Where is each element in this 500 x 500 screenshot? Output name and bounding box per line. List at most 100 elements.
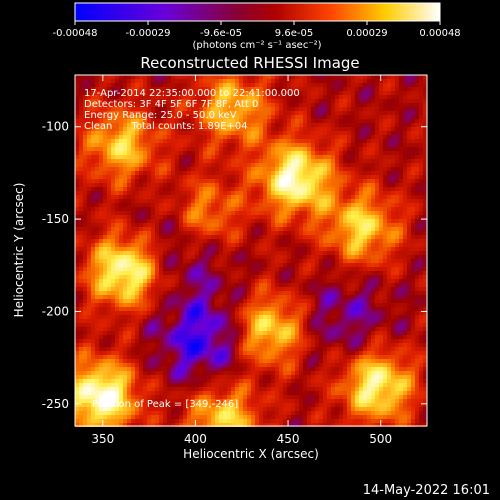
- heatmap-cell: [255, 235, 259, 239]
- heatmap-cell: [295, 259, 299, 263]
- heatmap-cell: [303, 251, 307, 255]
- heatmap-cell: [263, 215, 267, 219]
- heatmap-cell: [203, 239, 207, 243]
- heatmap-cell: [327, 283, 331, 287]
- heatmap-cell: [367, 187, 371, 191]
- heatmap-cell: [347, 243, 351, 247]
- heatmap-cell: [347, 235, 351, 239]
- heatmap-cell: [135, 115, 139, 119]
- heatmap-cell: [83, 235, 87, 239]
- heatmap-cell: [119, 163, 123, 167]
- heatmap-cell: [143, 255, 147, 259]
- heatmap-cell: [79, 111, 83, 115]
- heatmap-cell: [199, 251, 203, 255]
- heatmap-cell: [135, 99, 139, 103]
- heatmap-cell: [135, 187, 139, 191]
- heatmap-cell: [135, 231, 139, 235]
- heatmap-cell: [231, 287, 235, 291]
- heatmap-cell: [267, 95, 271, 99]
- heatmap-cell: [307, 223, 311, 227]
- heatmap-cell: [263, 191, 267, 195]
- heatmap-cell: [175, 207, 179, 211]
- heatmap-cell: [163, 195, 167, 199]
- heatmap-cell: [383, 255, 387, 259]
- heatmap-cell: [263, 107, 267, 111]
- heatmap-cell: [203, 235, 207, 239]
- heatmap-cell: [419, 127, 423, 131]
- heatmap-cell: [355, 95, 359, 99]
- heatmap-cell: [227, 175, 231, 179]
- heatmap-cell: [387, 195, 391, 199]
- heatmap-cell: [103, 163, 107, 167]
- heatmap-cell: [347, 139, 351, 143]
- heatmap-cell: [331, 247, 335, 251]
- heatmap-cell: [147, 291, 151, 295]
- heatmap-cell: [291, 235, 295, 239]
- heatmap-cell: [419, 99, 423, 103]
- heatmap-cell: [299, 179, 303, 183]
- heatmap-cell: [107, 107, 111, 111]
- heatmap-cell: [151, 159, 155, 163]
- heatmap-cell: [87, 163, 91, 167]
- heatmap-cell: [235, 187, 239, 191]
- heatmap-cell: [123, 243, 127, 247]
- heatmap-cell: [215, 267, 219, 271]
- heatmap-cell: [91, 187, 95, 191]
- heatmap-cell: [119, 215, 123, 219]
- heatmap-cell: [355, 107, 359, 111]
- heatmap-cell: [319, 119, 323, 123]
- heatmap-cell: [283, 131, 287, 135]
- heatmap-cell: [103, 255, 107, 259]
- heatmap-cell: [111, 119, 115, 123]
- heatmap-cell: [399, 107, 403, 111]
- heatmap-cell: [167, 167, 171, 171]
- heatmap-cell: [119, 123, 123, 127]
- heatmap-cell: [95, 131, 99, 135]
- heatmap-cell: [303, 267, 307, 271]
- heatmap-cell: [123, 279, 127, 283]
- heatmap-cell: [155, 295, 159, 299]
- heatmap-cell: [255, 199, 259, 203]
- heatmap-cell: [279, 111, 283, 115]
- heatmap-cell: [243, 271, 247, 275]
- heatmap-cell: [235, 183, 239, 187]
- heatmap-cell: [387, 147, 391, 151]
- heatmap-cell: [271, 211, 275, 215]
- heatmap-cell: [247, 103, 251, 107]
- heatmap-cell: [375, 79, 379, 83]
- heatmap-cell: [395, 263, 399, 267]
- heatmap-cell: [415, 283, 419, 287]
- heatmap-cell: [419, 283, 423, 287]
- heatmap-cell: [399, 243, 403, 247]
- heatmap-cell: [115, 227, 119, 231]
- heatmap-cell: [255, 291, 259, 295]
- heatmap-cell: [271, 111, 275, 115]
- heatmap-cell: [339, 195, 343, 199]
- heatmap-cell: [123, 231, 127, 235]
- heatmap-cell: [95, 199, 99, 203]
- heatmap-cell: [403, 75, 407, 79]
- heatmap-cell: [275, 283, 279, 287]
- heatmap-cell: [151, 155, 155, 159]
- heatmap-cell: [399, 171, 403, 175]
- heatmap-cell: [183, 295, 187, 299]
- heatmap-cell: [295, 255, 299, 259]
- heatmap-cell: [371, 291, 375, 295]
- heatmap-cell: [319, 219, 323, 223]
- heatmap-cell: [255, 207, 259, 211]
- heatmap-cell: [419, 111, 423, 115]
- heatmap-cell: [259, 231, 263, 235]
- heatmap-cell: [127, 143, 131, 147]
- heatmap-cell: [195, 139, 199, 143]
- heatmap-cell: [167, 159, 171, 163]
- heatmap-cell: [307, 119, 311, 123]
- heatmap-cell: [207, 95, 211, 99]
- heatmap-cell: [319, 255, 323, 259]
- heatmap-cell: [419, 231, 423, 235]
- heatmap-cell: [151, 243, 155, 247]
- heatmap-cell: [271, 255, 275, 259]
- heatmap-cell: [127, 147, 131, 151]
- heatmap-cell: [219, 299, 223, 303]
- heatmap-cell: [279, 187, 283, 191]
- heatmap-cell: [343, 83, 347, 87]
